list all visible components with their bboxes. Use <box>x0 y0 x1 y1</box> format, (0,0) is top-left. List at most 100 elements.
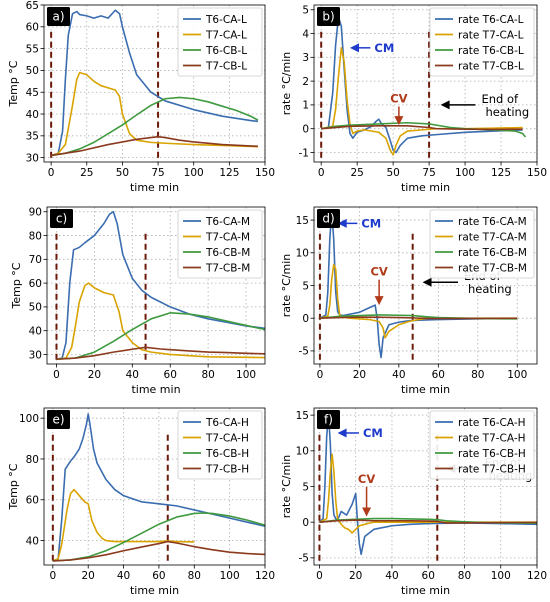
y-tick-label: 65 <box>26 0 39 12</box>
legend-label: rate T7-CB-L <box>458 60 524 72</box>
legend: T6-CA-L T7-CA-L T6-CB-L T7-CB-L <box>177 7 263 77</box>
panel-label: d) <box>317 209 340 228</box>
x-tick-label: 0 <box>53 369 60 381</box>
x-tick-label: 20 <box>82 570 95 582</box>
chart-panel-3: 0 20 40 60 80 100 30 40 50 60 70 80 90 c) T6-CA-M T7-CA… <box>10 206 266 396</box>
y-tick-label: 80 <box>26 454 39 466</box>
axes-frame <box>313 407 538 566</box>
arrow-head <box>394 116 404 126</box>
y-tick-label: -5 <box>299 346 309 358</box>
legend: rate T6-CA-L rate T7-CA-L rate T6-CB-L rate… <box>429 7 535 77</box>
panel-label-text: f) <box>324 413 333 427</box>
x-tick-label: 60 <box>422 570 435 582</box>
y-axis-label: Temp °C <box>10 262 23 309</box>
series-line-t7-cb-l <box>51 135 258 157</box>
x-tick-label: 0 <box>318 167 325 179</box>
x-tick-label: 100 <box>455 167 475 179</box>
x-tick-label: 25 <box>350 167 363 179</box>
y-tick-label: 50 <box>29 302 42 314</box>
legend: T6-CA-M T7-CA-M T6-CB-M T7-CB-M <box>177 209 263 279</box>
y-tick-label: 60 <box>26 22 39 34</box>
y-tick-label: 30 <box>29 349 42 361</box>
series-line-rate-t7-ca-l <box>321 47 523 156</box>
panel-label-text: e) <box>52 413 64 427</box>
arrow-head <box>337 218 347 228</box>
series-line-t6-ca-h <box>52 413 265 562</box>
x-tick-label: 0 <box>48 167 55 179</box>
y-tick-label: 40 <box>26 109 39 121</box>
x-tick-label: 120 <box>255 570 275 582</box>
axes-frame <box>46 206 266 365</box>
legend-label: T6-CB-L <box>205 45 247 57</box>
legend-label: rate T6-CA-M <box>458 216 527 228</box>
legend: rate T6-CA-M rate T7-CA-M rate T6-CB-M rate… <box>429 209 535 279</box>
legend-label: T7-CA-H <box>205 432 249 444</box>
y-tick-label: 40 <box>26 535 39 547</box>
x-tick-label: 60 <box>164 369 177 381</box>
series-line-t7-ca-m <box>56 282 265 361</box>
panel-label: a) <box>47 7 70 26</box>
legend: T6-CA-H T7-CA-H T6-CB-H T7-CB-H <box>177 410 263 480</box>
x-tick-label: 150 <box>527 167 547 179</box>
series-line-t6-cb-h <box>52 512 265 562</box>
panel-label-text: b) <box>322 10 334 24</box>
panel-label: b) <box>317 7 340 26</box>
axes-frame <box>43 407 266 566</box>
arrow-head <box>349 43 359 53</box>
series-line-t6-cb-m <box>56 312 265 361</box>
arrow-head <box>374 296 384 306</box>
x-axis-label: time min <box>401 383 450 396</box>
legend-label: T7-CB-L <box>205 60 247 72</box>
y-axis-label: Temp °C <box>7 60 20 107</box>
y-tick-label: 55 <box>26 43 39 55</box>
x-tick-label: 75 <box>422 167 435 179</box>
y-tick-label: 10 <box>296 248 309 260</box>
x-tick-label: 100 <box>184 167 204 179</box>
x-axis-label: time min <box>401 181 450 194</box>
x-tick-label: 40 <box>126 369 139 381</box>
y-tick-label: 15 <box>296 215 309 227</box>
legend-label: T7-CA-M <box>205 231 250 243</box>
legend-label: rate T7-CA-L <box>458 29 524 41</box>
y-tick-label: 15 <box>296 410 309 422</box>
x-tick-label: 100 <box>236 369 256 381</box>
axes-frame <box>43 4 266 163</box>
y-tick-label: 40 <box>29 325 42 337</box>
y-tick-label: 100 <box>19 413 39 425</box>
x-tick-label: 60 <box>432 369 445 381</box>
series-line-t7-ca-l <box>50 71 258 157</box>
x-tick-label: 20 <box>353 369 366 381</box>
panel-label: f) <box>317 410 340 429</box>
x-axis-label: time min <box>131 383 180 396</box>
panel-label-text: d) <box>322 212 334 226</box>
y-tick-label: 80 <box>29 230 42 242</box>
annotation-text: CV <box>358 472 375 486</box>
arrow-head <box>337 428 347 438</box>
x-axis-label: time min <box>130 584 179 597</box>
annotation-text-line2: heating <box>468 282 512 296</box>
series-line-t7-cb-h <box>52 540 265 562</box>
x-tick-label: 125 <box>491 167 511 179</box>
x-tick-label: 40 <box>392 369 405 381</box>
series-line-rate-t7-cb-l <box>321 125 523 131</box>
x-tick-label: 40 <box>117 570 130 582</box>
x-tick-label: 25 <box>80 167 93 179</box>
x-tick-label: 100 <box>507 369 527 381</box>
y-axis-label: rate °C/min <box>280 455 293 518</box>
x-tick-label: 120 <box>527 570 547 582</box>
x-tick-label: 60 <box>152 570 165 582</box>
y-tick-label: 10 <box>296 446 309 458</box>
x-tick-label: 20 <box>88 369 101 381</box>
y-tick-label: 35 <box>26 131 39 143</box>
legend-label: rate T6-CB-H <box>458 448 526 460</box>
axes-frame <box>313 4 538 163</box>
y-tick-label: 30 <box>26 152 39 164</box>
x-tick-label: 50 <box>116 167 129 179</box>
y-tick-label: -5 <box>299 553 309 565</box>
x-tick-label: 0 <box>49 570 56 582</box>
legend-label: T7-CB-H <box>205 463 249 475</box>
axes-frame <box>313 206 538 365</box>
x-tick-label: 75 <box>151 167 164 179</box>
series-line-rate-t7-ca-h <box>319 453 537 534</box>
